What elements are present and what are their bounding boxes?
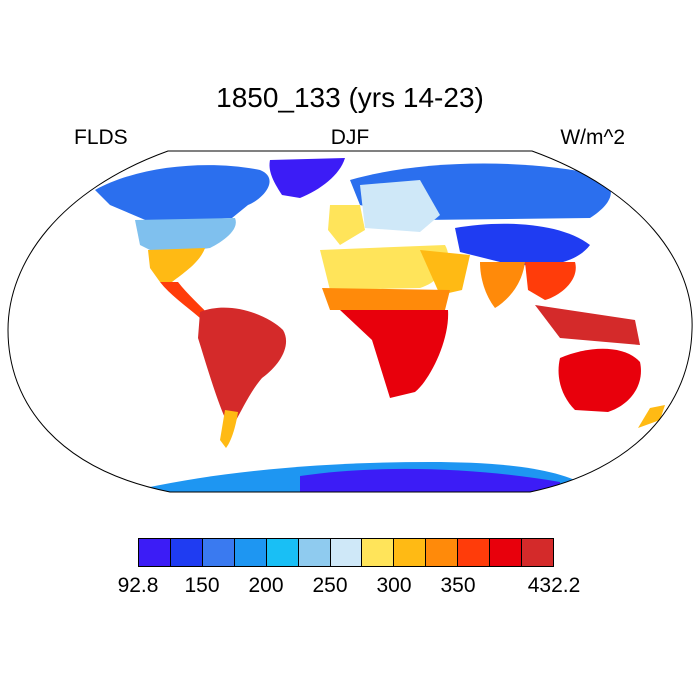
north-america-mid	[135, 218, 236, 255]
colorbar-tick-label: 150	[184, 574, 220, 597]
colorbar-tick-label: 300	[376, 574, 412, 597]
southeast-asia	[525, 262, 576, 300]
colorbar-box	[362, 539, 395, 566]
variable-label: FLDS	[74, 126, 128, 149]
colorbar-box	[522, 539, 553, 566]
north-africa	[320, 245, 449, 290]
colorbar-box	[426, 539, 459, 566]
indonesia	[535, 305, 640, 345]
north-america-north	[95, 165, 270, 222]
central-america	[160, 282, 212, 318]
europe-south	[328, 205, 365, 245]
south-america-tip	[220, 410, 238, 448]
colorbar-box	[266, 539, 299, 566]
colorbar-tick-label: 350	[440, 574, 476, 597]
north-america-warm	[148, 248, 205, 282]
colorbar-box	[170, 539, 203, 566]
eurasia-central	[360, 180, 440, 232]
colorbar	[138, 538, 554, 567]
colorbar-tick-label: 92.8	[117, 574, 159, 597]
africa-central	[340, 310, 449, 398]
colorbar-box	[330, 539, 363, 566]
new-zealand	[638, 405, 665, 428]
colorbar-box	[234, 539, 267, 566]
eurasia-east	[455, 223, 590, 266]
season-label: DJF	[330, 126, 370, 149]
colorbar-tick-label: 432.2	[527, 574, 581, 597]
map-title: 1850_133 (yrs 14-23)	[216, 82, 484, 113]
colorbar-box	[458, 539, 491, 566]
globe-outline	[7, 150, 693, 493]
colorbar-box	[394, 539, 427, 566]
colorbar-tick-label: 250	[312, 574, 348, 597]
south-america	[198, 307, 287, 422]
units-label: W/m^2	[560, 126, 625, 149]
colorbar-tick-label: 200	[248, 574, 284, 597]
sahel	[322, 288, 450, 310]
colorbar-box	[298, 539, 331, 566]
antarctica-interior	[300, 468, 560, 492]
colorbar-box	[139, 539, 171, 566]
middle-east	[420, 250, 470, 295]
australia	[558, 348, 641, 412]
colorbar-box	[490, 539, 523, 566]
india	[480, 262, 525, 308]
greenland	[269, 158, 345, 198]
colorbar-box	[202, 539, 235, 566]
